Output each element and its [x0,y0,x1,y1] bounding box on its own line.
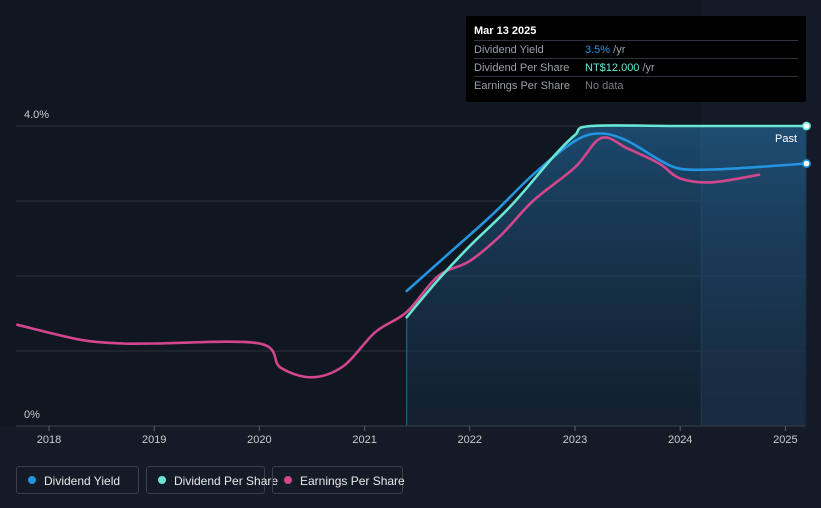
tooltip-row-earnings-per-share: Earnings Per Share No data [474,76,798,95]
tooltip: Mar 13 2025 Dividend Yield 3.5% /yr Divi… [466,16,806,102]
tooltip-label: Dividend Per Share [474,62,570,74]
earnings-per-share-line [16,136,761,379]
x-tick-label: 2024 [668,434,692,446]
tooltip-row-dividend-yield: Dividend Yield 3.5% /yr [474,40,798,59]
legend-dot-icon [158,476,166,484]
legend-item-dividend-yield[interactable]: Dividend Yield [16,466,139,494]
dividend-per-share-line [405,124,808,319]
y-tick-label: 4.0% [24,109,49,121]
x-tick-label: 2019 [142,434,166,446]
tooltip-date: Mar 13 2025 [474,25,537,37]
shaded-area [406,125,807,426]
x-tick-label: 2020 [247,434,271,446]
tooltip-label: Dividend Yield [474,44,544,56]
legend-label: Earnings Per Share [300,474,405,488]
legend-item-dividend-per-share[interactable]: Dividend Per Share [146,466,278,494]
x-tick-label: 2021 [352,434,376,446]
x-tick-label: 2025 [773,434,797,446]
past-label: Past [775,133,797,145]
legend-dot-icon [284,476,292,484]
dividend-per-share-end-marker [802,121,811,131]
x-tick-label: 2022 [458,434,482,446]
tooltip-value: No data [585,80,624,92]
legend-dot-icon [28,476,36,484]
tooltip-value: NT$12.000 /yr [585,62,655,74]
tooltip-label: Earnings Per Share [474,80,570,92]
tooltip-value: 3.5% /yr [585,44,626,56]
legend-label: Dividend Per Share [174,474,279,488]
tooltip-row-dividend-per-share: Dividend Per Share NT$12.000 /yr [474,58,798,77]
x-tick-label: 2018 [37,434,61,446]
legend-item-earnings-per-share[interactable]: Earnings Per Share [272,466,405,494]
dividend-yield-end-marker [802,159,811,168]
y-tick-label: 0% [24,409,40,421]
x-tick-label: 2023 [563,434,587,446]
dividend-yield-line [405,132,808,293]
legend-label: Dividend Yield [44,474,121,488]
